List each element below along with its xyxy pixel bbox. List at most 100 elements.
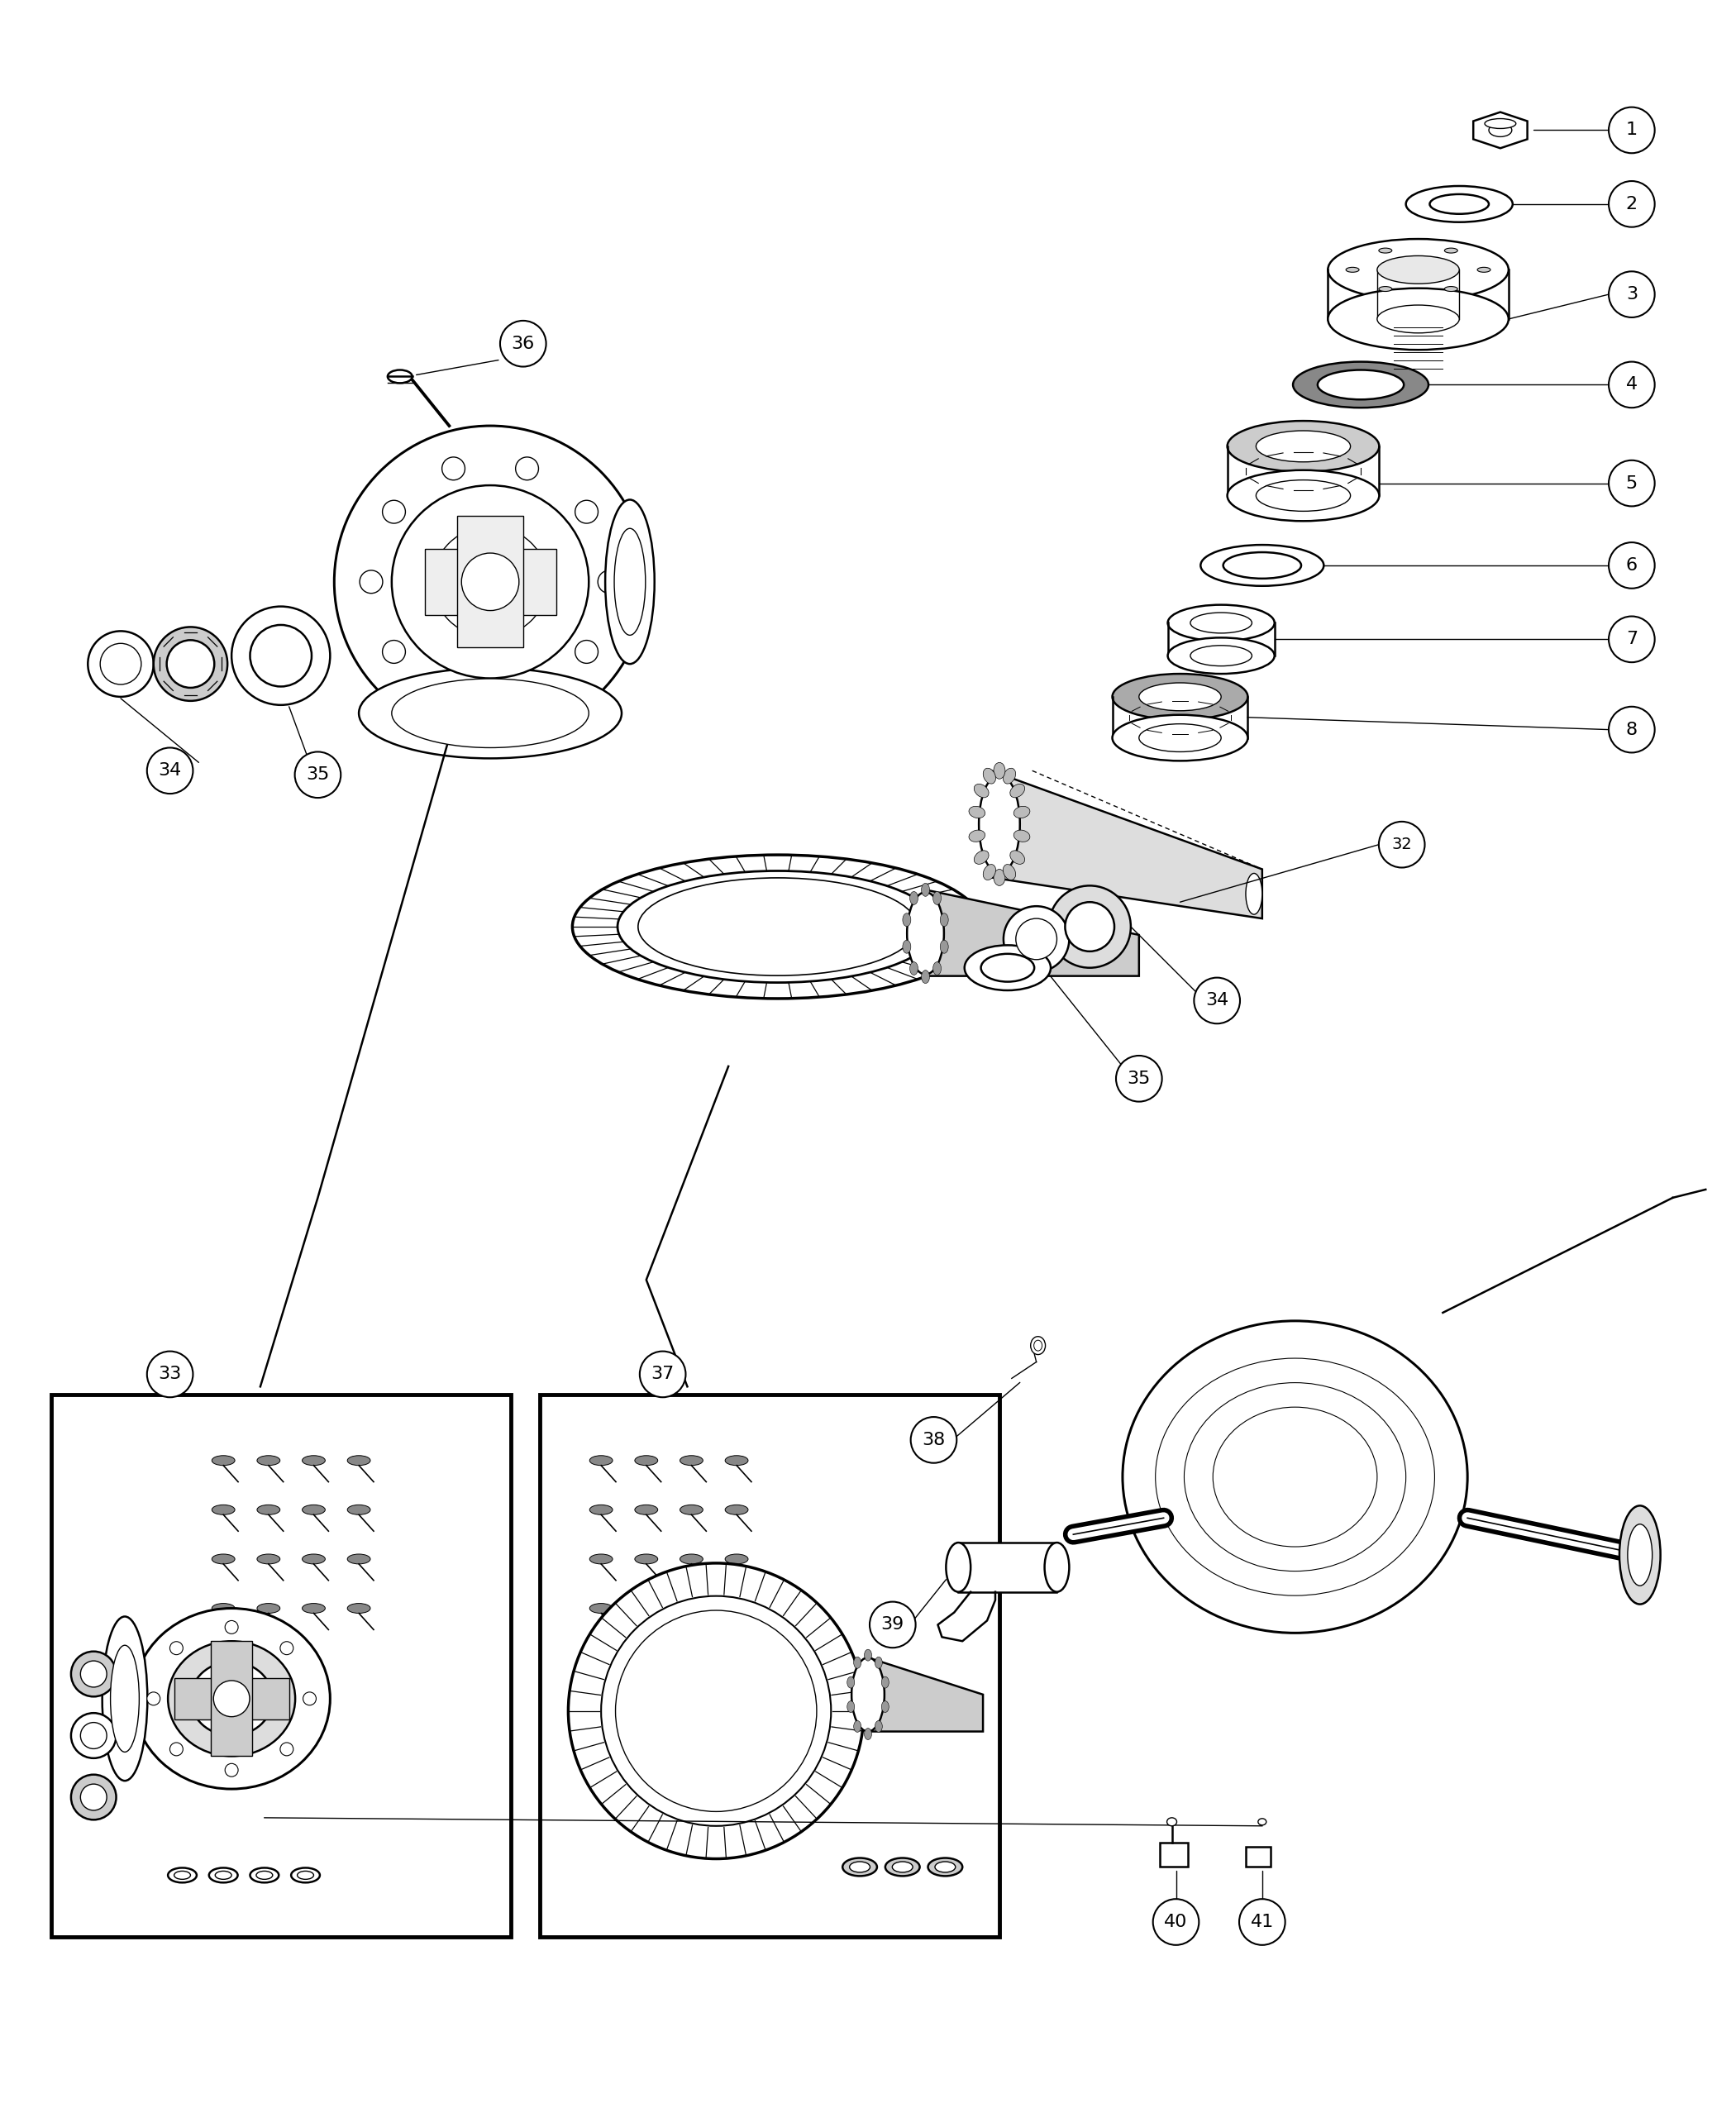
Ellipse shape [903, 940, 911, 953]
Ellipse shape [568, 1564, 865, 1859]
Ellipse shape [297, 1872, 314, 1880]
Ellipse shape [601, 1596, 832, 1826]
Ellipse shape [1003, 767, 1016, 784]
Ellipse shape [726, 1554, 748, 1564]
Ellipse shape [726, 1505, 748, 1516]
Ellipse shape [1328, 238, 1509, 301]
Circle shape [597, 571, 621, 592]
Ellipse shape [590, 1455, 613, 1465]
Ellipse shape [1010, 850, 1024, 864]
Circle shape [516, 457, 538, 481]
Ellipse shape [854, 1720, 861, 1733]
Ellipse shape [849, 1861, 870, 1872]
Ellipse shape [941, 913, 948, 925]
Ellipse shape [1014, 831, 1029, 841]
Ellipse shape [969, 805, 984, 818]
Ellipse shape [590, 1554, 613, 1564]
Ellipse shape [1246, 873, 1262, 915]
Ellipse shape [153, 626, 227, 700]
Ellipse shape [635, 1505, 658, 1516]
Ellipse shape [1113, 715, 1248, 761]
Circle shape [575, 500, 599, 523]
Ellipse shape [865, 1729, 871, 1739]
Ellipse shape [906, 892, 944, 974]
Ellipse shape [80, 1722, 106, 1750]
Bar [174, 1678, 290, 1720]
Ellipse shape [231, 607, 330, 704]
Ellipse shape [847, 1676, 854, 1689]
Ellipse shape [1257, 430, 1351, 462]
Circle shape [500, 320, 547, 367]
Circle shape [1609, 616, 1654, 662]
Ellipse shape [922, 883, 929, 896]
Circle shape [359, 571, 382, 592]
Circle shape [148, 1693, 160, 1705]
Ellipse shape [936, 1861, 955, 1872]
Ellipse shape [102, 1617, 148, 1781]
Text: 36: 36 [512, 335, 535, 352]
Text: 34: 34 [1205, 993, 1229, 1010]
Ellipse shape [1227, 470, 1378, 521]
Ellipse shape [302, 1604, 325, 1613]
Ellipse shape [302, 1455, 325, 1465]
Circle shape [575, 641, 599, 664]
Circle shape [443, 457, 465, 481]
Ellipse shape [292, 1868, 319, 1882]
Ellipse shape [208, 1868, 238, 1882]
Ellipse shape [993, 763, 1005, 778]
Ellipse shape [80, 1783, 106, 1811]
Circle shape [170, 1642, 182, 1655]
Ellipse shape [1227, 422, 1378, 472]
Ellipse shape [979, 776, 1021, 873]
Polygon shape [1474, 112, 1528, 148]
Ellipse shape [922, 970, 929, 982]
Ellipse shape [1010, 784, 1024, 797]
Ellipse shape [1620, 1505, 1660, 1604]
Ellipse shape [865, 1648, 871, 1661]
Circle shape [1194, 978, 1240, 1024]
Text: 39: 39 [880, 1617, 904, 1634]
Circle shape [1609, 460, 1654, 506]
Ellipse shape [1003, 906, 1069, 972]
Ellipse shape [1168, 637, 1274, 675]
Ellipse shape [606, 500, 654, 664]
Ellipse shape [392, 679, 589, 748]
Ellipse shape [257, 1604, 279, 1613]
Circle shape [516, 683, 538, 706]
Circle shape [1378, 822, 1425, 868]
Ellipse shape [1201, 544, 1325, 586]
Ellipse shape [1184, 1383, 1406, 1570]
Ellipse shape [882, 1701, 889, 1712]
Circle shape [214, 1680, 250, 1716]
Ellipse shape [1224, 552, 1302, 578]
Ellipse shape [635, 1554, 658, 1564]
Ellipse shape [875, 1720, 882, 1733]
Ellipse shape [681, 1604, 703, 1613]
Ellipse shape [932, 892, 941, 904]
Ellipse shape [910, 892, 918, 904]
Ellipse shape [929, 1857, 962, 1876]
Ellipse shape [1477, 268, 1491, 272]
Ellipse shape [1377, 255, 1460, 285]
Circle shape [462, 552, 519, 611]
Ellipse shape [250, 1868, 279, 1882]
Ellipse shape [1167, 1817, 1177, 1826]
Ellipse shape [1259, 1819, 1266, 1826]
Ellipse shape [983, 864, 996, 879]
Ellipse shape [347, 1554, 370, 1564]
Ellipse shape [993, 868, 1005, 885]
Ellipse shape [71, 1775, 116, 1819]
Ellipse shape [1378, 249, 1392, 253]
Ellipse shape [1318, 369, 1404, 401]
Ellipse shape [257, 1554, 279, 1564]
Circle shape [1609, 181, 1654, 228]
Ellipse shape [618, 871, 937, 982]
Ellipse shape [681, 1505, 703, 1516]
Ellipse shape [974, 850, 990, 864]
Ellipse shape [1066, 902, 1115, 951]
Ellipse shape [1444, 287, 1458, 291]
Ellipse shape [1328, 289, 1509, 350]
Ellipse shape [974, 784, 990, 797]
Ellipse shape [212, 1455, 234, 1465]
Ellipse shape [347, 1455, 370, 1465]
